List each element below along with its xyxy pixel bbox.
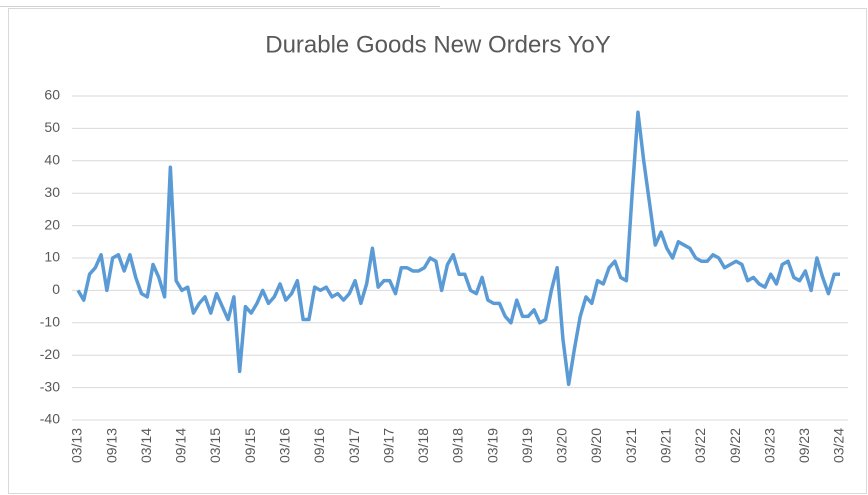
x-tick-label: 03/18 — [415, 428, 431, 463]
x-tick-label: 03/16 — [277, 428, 293, 463]
y-tick-label: 40 — [44, 152, 60, 168]
x-tick-label: 03/17 — [346, 428, 362, 463]
x-tick-label: 03/20 — [554, 428, 570, 463]
x-tick-label: 03/14 — [138, 428, 154, 463]
y-tick-label: -30 — [40, 378, 60, 394]
y-tick-label: -20 — [40, 346, 60, 362]
y-tick-label: -40 — [40, 411, 60, 427]
y-tick-label: 10 — [44, 249, 60, 265]
chart-title: Durable Goods New Orders YoY — [265, 31, 611, 58]
x-tick-label: 09/15 — [242, 428, 258, 463]
y-tick-label: 0 — [52, 281, 60, 297]
x-tick-label: 03/23 — [761, 428, 777, 463]
data-line — [76, 110, 840, 387]
x-tick-label: 09/20 — [588, 428, 604, 463]
y-tick-label: -10 — [40, 314, 60, 330]
y-tick-label: 50 — [44, 119, 60, 135]
x-tick-label: 03/22 — [692, 428, 708, 463]
y-tick-label: 30 — [44, 184, 60, 200]
chart-border — [8, 8, 867, 494]
x-tick-label: 09/16 — [311, 428, 327, 463]
y-tick-label: 60 — [44, 87, 60, 103]
x-tick-label: 03/15 — [207, 428, 223, 463]
x-tick-label: 09/19 — [519, 428, 535, 463]
x-tick-label: 03/24 — [831, 428, 847, 463]
x-tick-label: 09/17 — [380, 428, 396, 463]
x-tick-label: 03/13 — [69, 428, 85, 463]
y-tick-label: 20 — [44, 216, 60, 232]
x-tick-label: 09/22 — [727, 428, 743, 463]
x-tick-label: 09/21 — [658, 428, 674, 463]
x-tick-label: 09/14 — [173, 428, 189, 463]
x-tick-label: 03/19 — [484, 428, 500, 463]
x-tick-label: 03/21 — [623, 428, 639, 463]
x-tick-label: 09/13 — [103, 428, 119, 463]
x-tick-label: 09/18 — [450, 428, 466, 463]
x-tick-label: 09/23 — [796, 428, 812, 463]
